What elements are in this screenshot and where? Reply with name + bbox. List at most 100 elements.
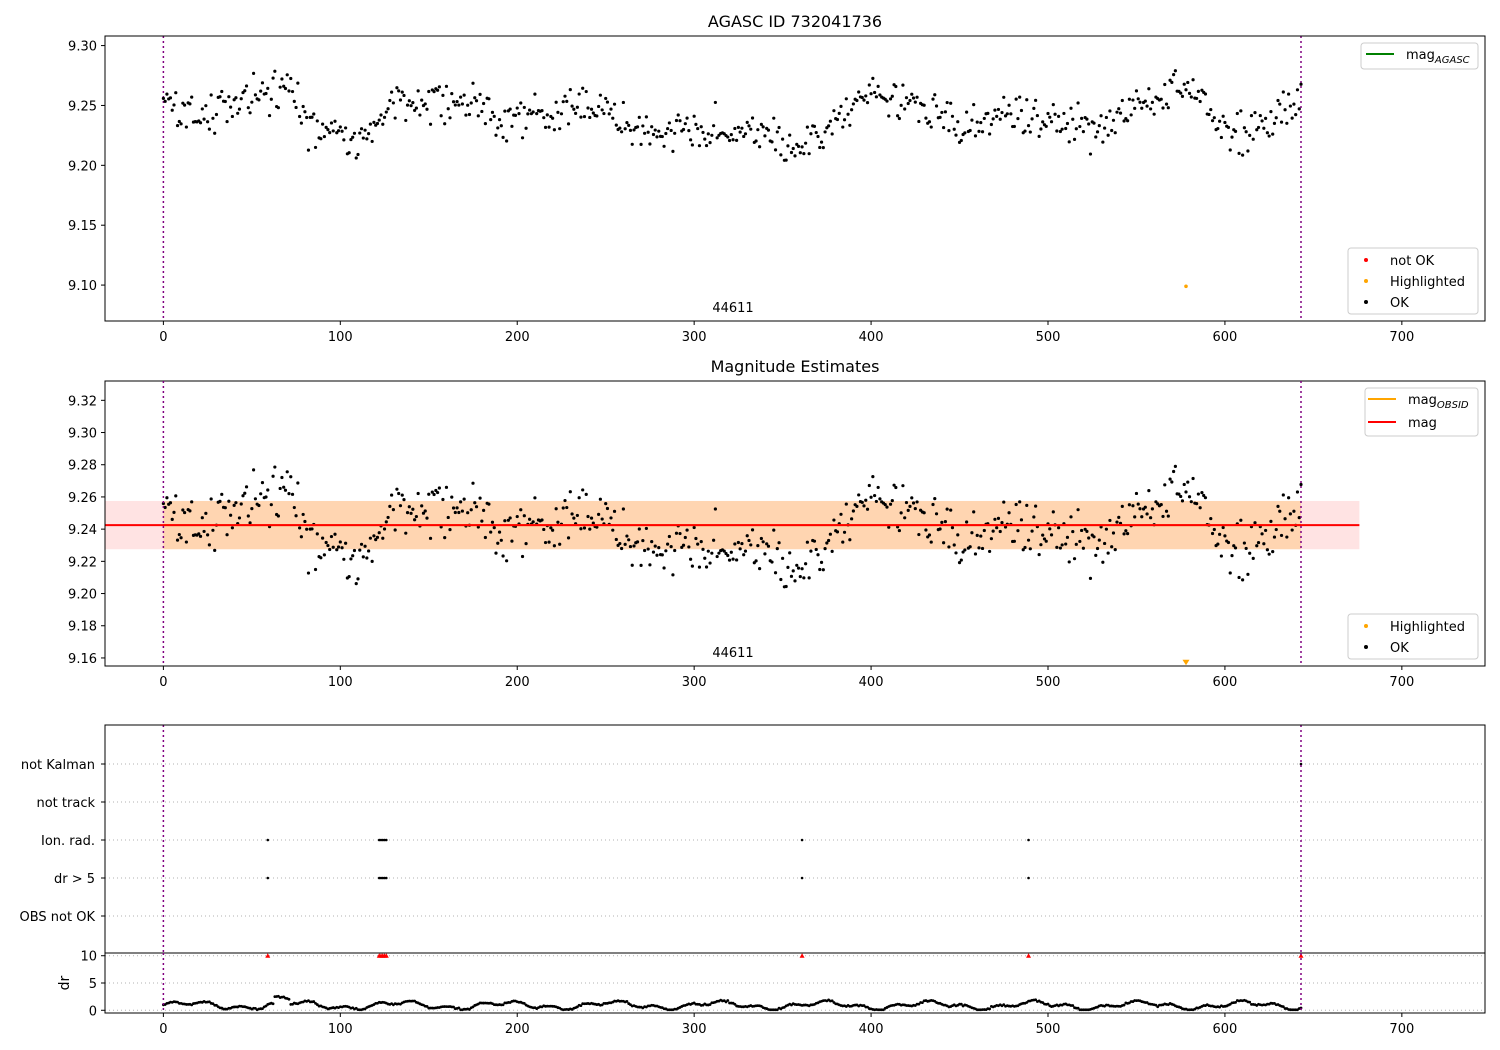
ok-point <box>862 504 866 508</box>
ok-point <box>605 506 610 511</box>
ok-point <box>873 90 877 95</box>
legend-marker-label: OK <box>1390 296 1409 311</box>
ok-point <box>1210 119 1215 123</box>
highlighted-point <box>1184 284 1188 289</box>
ok-point <box>609 516 613 520</box>
ok-point <box>685 116 689 120</box>
ok-point <box>961 550 965 554</box>
ok-point <box>842 118 847 122</box>
ok-point <box>809 132 813 136</box>
ok-point <box>922 511 926 515</box>
ok-point <box>830 132 834 136</box>
ok-point <box>1115 110 1119 114</box>
ok-point <box>563 498 567 503</box>
ok-point <box>736 125 740 129</box>
ok-point <box>299 121 303 125</box>
ok-point <box>694 122 698 127</box>
legend-marker-swatch <box>1364 645 1368 649</box>
ok-point <box>857 493 861 497</box>
ok-point <box>1200 88 1204 92</box>
ok-point <box>365 137 369 141</box>
ok-point <box>1223 120 1227 125</box>
dr-point <box>708 1003 712 1006</box>
ok-point <box>692 114 696 118</box>
ok-point <box>1265 548 1269 552</box>
ok-point <box>952 127 956 131</box>
ok-point <box>499 538 503 542</box>
ok-point <box>1246 149 1250 153</box>
panel1-ytick-label: 9.25 <box>68 99 97 114</box>
ok-point <box>446 515 450 520</box>
ok-point <box>572 107 576 111</box>
ok-point <box>299 535 303 539</box>
ok-point <box>420 504 424 508</box>
ok-point <box>1014 502 1018 507</box>
ok-point <box>618 541 622 546</box>
ok-point <box>998 117 1002 121</box>
ok-point <box>807 152 811 156</box>
ok-point <box>331 129 335 133</box>
ok-point <box>1115 520 1119 524</box>
ok-point <box>669 128 673 133</box>
ok-point <box>368 536 372 540</box>
ok-point <box>988 132 992 136</box>
ok-point <box>789 150 794 155</box>
ok-point <box>204 511 208 515</box>
ok-point <box>839 512 843 516</box>
ok-point <box>329 121 334 125</box>
ok-point <box>213 548 217 552</box>
ok-point <box>280 475 284 480</box>
ok-point <box>747 538 751 543</box>
ok-point <box>595 525 599 529</box>
ok-point <box>929 540 933 544</box>
ok-point <box>729 550 733 554</box>
ok-point <box>253 93 257 97</box>
ok-point <box>712 124 716 128</box>
ok-point <box>940 520 944 525</box>
ok-point <box>1233 129 1238 133</box>
ok-point <box>589 107 594 111</box>
ok-point <box>954 551 958 555</box>
ok-point <box>970 531 974 535</box>
ok-point <box>812 539 817 543</box>
panel-agasc-magnitude: AGASC ID 732041736 0 100 200 300 400 500 600 70… <box>68 12 1486 345</box>
ok-point <box>1048 115 1052 119</box>
ok-point <box>1110 128 1114 133</box>
ok-point <box>1210 531 1215 536</box>
ok-point <box>706 132 710 136</box>
ok-point <box>835 530 840 534</box>
ok-point <box>1173 69 1177 73</box>
ok-point <box>581 86 585 90</box>
ok-point <box>991 529 995 533</box>
ok-point <box>986 111 990 115</box>
ok-point <box>890 94 894 98</box>
ok-point <box>225 119 229 124</box>
ok-point <box>940 110 944 115</box>
flag-label: not Kalman <box>21 758 95 773</box>
ok-point <box>554 100 558 104</box>
ok-point <box>1290 528 1294 532</box>
ok-point <box>163 505 167 510</box>
ok-point <box>246 106 250 110</box>
ok-point <box>310 115 314 119</box>
ok-point <box>1237 151 1241 155</box>
ok-point <box>1276 504 1280 508</box>
ok-point <box>1272 535 1277 539</box>
ok-point <box>793 154 797 158</box>
ok-point <box>733 126 737 131</box>
ok-point <box>584 89 588 94</box>
ok-point <box>979 120 983 125</box>
ok-point <box>878 497 882 501</box>
ok-point <box>1219 135 1223 140</box>
ok-point <box>821 568 825 572</box>
ok-point <box>1228 148 1232 152</box>
ok-point <box>673 548 677 553</box>
ok-point <box>397 89 401 93</box>
ok-point <box>915 500 919 504</box>
ok-point <box>459 95 463 99</box>
ok-point <box>303 519 307 524</box>
ok-point <box>229 105 233 109</box>
ok-point <box>428 536 433 540</box>
dr-point <box>271 1002 275 1006</box>
ok-point <box>305 527 309 531</box>
